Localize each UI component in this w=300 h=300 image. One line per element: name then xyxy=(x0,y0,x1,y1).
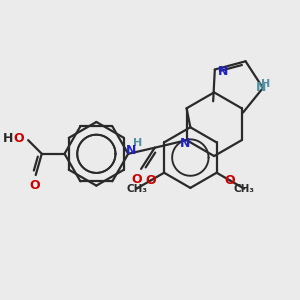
Text: N: N xyxy=(256,82,266,94)
Text: H: H xyxy=(2,132,13,145)
Text: H: H xyxy=(261,79,271,89)
Text: O: O xyxy=(224,174,235,187)
Text: N: N xyxy=(218,64,228,77)
Text: H: H xyxy=(133,138,142,148)
Text: O: O xyxy=(13,132,24,145)
Text: CH₃: CH₃ xyxy=(126,184,147,194)
Text: N: N xyxy=(126,143,136,157)
Text: O: O xyxy=(146,174,156,187)
Text: O: O xyxy=(131,173,142,186)
Text: CH₃: CH₃ xyxy=(234,184,255,194)
Text: O: O xyxy=(30,179,40,192)
Text: N: N xyxy=(180,137,190,150)
